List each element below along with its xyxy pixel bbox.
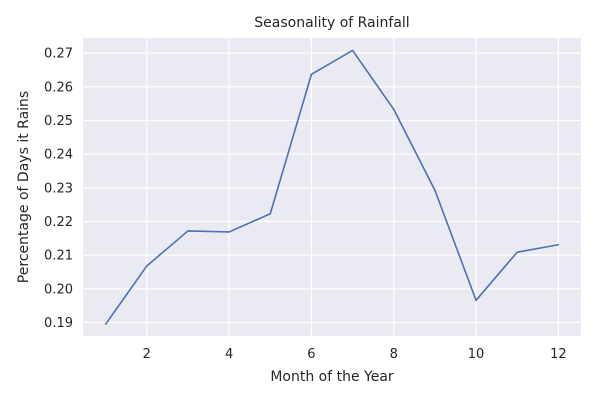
y-tick-label: 0.21	[44, 249, 73, 264]
y-tick-label: 0.23	[44, 181, 73, 196]
plot-area	[83, 38, 581, 336]
y-tick-label: 0.24	[44, 148, 73, 163]
x-axis-label: Month of the Year	[270, 369, 394, 385]
y-tick-label: 0.25	[44, 114, 73, 129]
x-tick-label: 6	[307, 347, 315, 362]
tick-labels: 2 4 6 8 10 12 0.19 0.20 0.21 0.22 0.23 0.24 0.25 0.26…	[44, 47, 567, 362]
x-tick-label: 10	[468, 347, 485, 362]
x-tick-label: 8	[390, 347, 398, 362]
chart-title: Seasonality of Rainfall	[254, 15, 409, 31]
y-tick-label: 0.20	[44, 282, 73, 297]
y-tick-label: 0.22	[44, 215, 73, 230]
y-axis-label: Percentage of Days it Rains	[16, 91, 32, 283]
grid-lines	[83, 38, 581, 336]
series-layer	[104, 49, 560, 326]
series-line-rainfall	[104, 49, 560, 326]
x-tick-label: 4	[225, 347, 233, 362]
y-tick-label: 0.26	[44, 80, 73, 95]
y-tick-label: 0.19	[44, 316, 73, 331]
y-tick-label: 0.27	[44, 47, 73, 62]
x-tick-label: 12	[550, 347, 567, 362]
x-tick-label: 2	[143, 347, 151, 362]
